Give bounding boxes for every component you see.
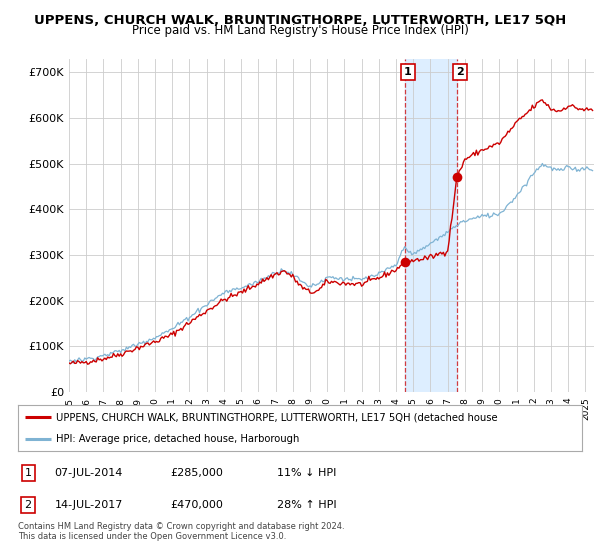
Text: 1: 1 <box>404 67 412 77</box>
Text: UPPENS, CHURCH WALK, BRUNTINGTHORPE, LUTTERWORTH, LE17 5QH: UPPENS, CHURCH WALK, BRUNTINGTHORPE, LUT… <box>34 14 566 27</box>
Text: Contains HM Land Registry data © Crown copyright and database right 2024.
This d: Contains HM Land Registry data © Crown c… <box>18 522 344 542</box>
Text: 2: 2 <box>455 67 463 77</box>
Bar <box>405 59 457 392</box>
Text: UPPENS, CHURCH WALK, BRUNTINGTHORPE, LUTTERWORTH, LE17 5QH (detached house: UPPENS, CHURCH WALK, BRUNTINGTHORPE, LUT… <box>56 412 498 422</box>
Text: HPI: Average price, detached house, Harborough: HPI: Average price, detached house, Harb… <box>56 435 300 444</box>
Text: 11% ↓ HPI: 11% ↓ HPI <box>277 468 337 478</box>
Text: 2: 2 <box>25 500 32 510</box>
Text: 28% ↑ HPI: 28% ↑ HPI <box>277 500 337 510</box>
Text: Price paid vs. HM Land Registry's House Price Index (HPI): Price paid vs. HM Land Registry's House … <box>131 24 469 37</box>
Text: £285,000: £285,000 <box>170 468 223 478</box>
Text: 1: 1 <box>25 468 32 478</box>
Text: 07-JUL-2014: 07-JUL-2014 <box>55 468 123 478</box>
Text: 14-JUL-2017: 14-JUL-2017 <box>55 500 123 510</box>
Text: £470,000: £470,000 <box>170 500 223 510</box>
